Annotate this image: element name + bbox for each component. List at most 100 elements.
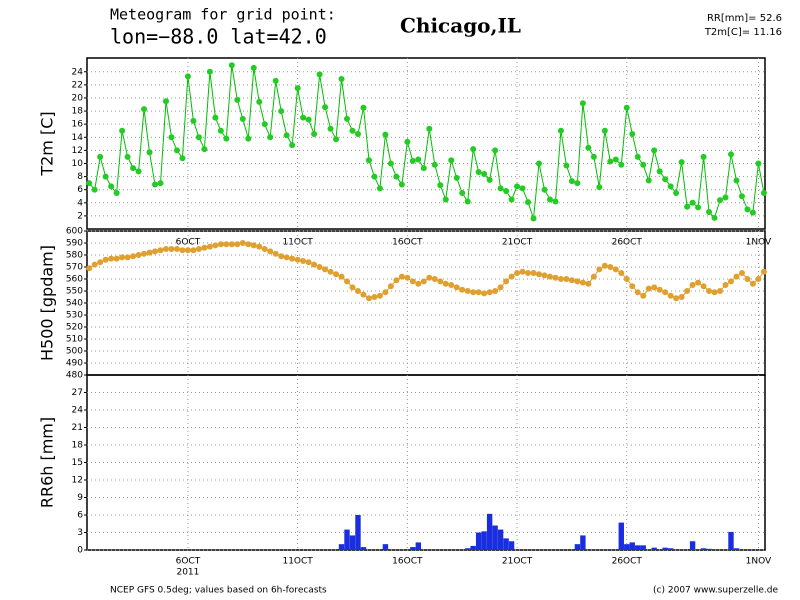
data-point xyxy=(552,198,559,205)
data-point xyxy=(420,165,427,172)
data-point xyxy=(256,243,263,250)
bar xyxy=(618,522,624,550)
data-point xyxy=(640,161,647,168)
data-point xyxy=(338,75,345,82)
y-tick-label: 18 xyxy=(72,107,84,117)
bar xyxy=(355,515,361,550)
data-point xyxy=(206,243,213,250)
bar xyxy=(508,541,515,550)
data-point xyxy=(404,274,411,281)
data-point xyxy=(102,173,109,180)
data-point xyxy=(656,286,663,293)
data-point xyxy=(738,193,745,200)
y-tick-label: 14 xyxy=(72,133,84,143)
footer-credit: (c) 2007 www.superzelle.de xyxy=(653,586,778,596)
data-point xyxy=(344,278,351,285)
data-point xyxy=(97,153,104,160)
data-point xyxy=(113,255,120,262)
data-point xyxy=(717,197,724,204)
header-line: Meteogram for grid point: xyxy=(110,6,336,24)
data-point xyxy=(470,289,477,296)
data-point xyxy=(700,283,707,290)
data-point xyxy=(678,294,685,300)
bar xyxy=(470,545,476,550)
data-point xyxy=(492,147,499,154)
bar xyxy=(503,538,509,550)
data-point xyxy=(514,270,521,276)
data-point xyxy=(601,127,608,134)
y-tick-label: 590 xyxy=(66,239,83,249)
data-point xyxy=(612,266,619,273)
data-point xyxy=(706,208,713,215)
y-tick-label: 510 xyxy=(66,335,83,345)
data-point xyxy=(234,241,241,248)
bar xyxy=(629,542,635,550)
data-point xyxy=(667,292,674,299)
data-point xyxy=(333,136,340,143)
data-point xyxy=(706,288,713,294)
data-point xyxy=(404,138,411,145)
data-point xyxy=(574,278,581,285)
data-point xyxy=(645,285,652,292)
data-point xyxy=(673,189,680,196)
data-point xyxy=(536,271,542,278)
data-point xyxy=(514,183,521,190)
x-tick-label: 11OCT xyxy=(282,238,313,248)
data-point xyxy=(431,276,438,282)
data-point xyxy=(738,270,745,276)
data-point xyxy=(217,127,224,134)
data-point xyxy=(157,247,164,254)
data-point xyxy=(398,181,405,188)
data-point xyxy=(640,292,647,299)
data-point xyxy=(629,131,636,137)
data-point xyxy=(91,261,98,268)
data-point xyxy=(360,104,367,111)
data-point xyxy=(607,264,614,270)
series-line xyxy=(88,65,765,219)
y-tick-label: 8 xyxy=(77,172,83,182)
data-point xyxy=(662,176,669,183)
data-point xyxy=(146,149,153,156)
data-point xyxy=(678,159,685,166)
footer-source: NCEP GFS 0.5deg; values based on 6h-fore… xyxy=(110,586,327,596)
data-point xyxy=(596,184,603,191)
data-point xyxy=(212,114,219,121)
data-point xyxy=(349,127,356,134)
data-point xyxy=(486,289,493,296)
data-point xyxy=(727,151,734,158)
data-point xyxy=(557,127,564,134)
data-point xyxy=(486,176,493,183)
data-point xyxy=(141,106,148,113)
data-point xyxy=(546,196,553,203)
data-point xyxy=(179,247,186,254)
y-tick-label: 4 xyxy=(77,198,83,208)
data-point xyxy=(700,153,707,160)
data-point xyxy=(333,271,340,278)
x-tick-label: 6OCT xyxy=(176,238,201,248)
data-point xyxy=(311,131,318,137)
data-point xyxy=(662,289,669,296)
data-point xyxy=(124,254,131,261)
y-tick-label: 24 xyxy=(72,406,84,416)
data-point xyxy=(525,199,532,206)
data-point xyxy=(195,134,202,141)
data-point xyxy=(744,206,751,213)
data-point xyxy=(684,203,691,210)
data-point xyxy=(195,246,202,252)
x-tick-label: 1NOV xyxy=(746,238,772,248)
bar xyxy=(415,542,422,550)
data-point xyxy=(442,280,449,287)
x-tick-label: 21OCT xyxy=(502,557,533,567)
y-tick-label: 6 xyxy=(77,511,83,521)
y-tick-label: 20 xyxy=(72,93,84,103)
y-tick-label: 16 xyxy=(72,120,84,130)
data-point xyxy=(283,132,290,139)
data-point xyxy=(760,189,767,196)
data-point xyxy=(294,256,301,263)
y-tick-label: 6 xyxy=(77,185,83,195)
y-tick-label: 15 xyxy=(72,458,83,468)
y-tick-label: 560 xyxy=(66,275,83,285)
data-point xyxy=(563,162,570,169)
bar xyxy=(410,547,416,550)
